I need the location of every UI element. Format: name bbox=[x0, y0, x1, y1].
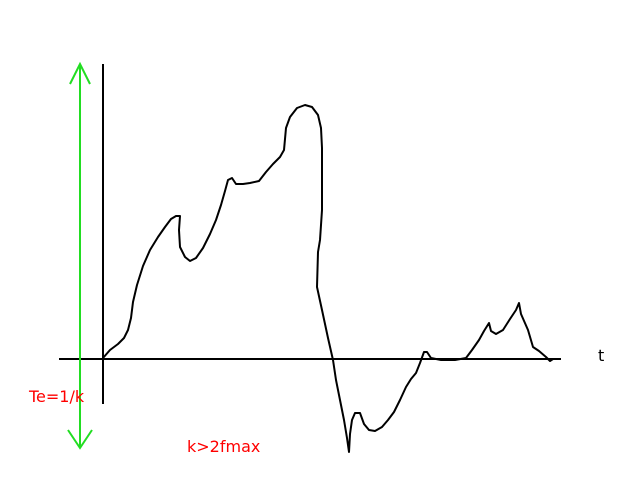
arrow-head-top bbox=[69, 61, 91, 85]
sampling-condition-label: k>2fmax bbox=[187, 437, 260, 456]
signal-curve bbox=[102, 104, 554, 453]
sampling-period-label: Te=1/k bbox=[28, 387, 85, 406]
arrow-head-bottom bbox=[67, 429, 93, 450]
time-axis-label: t bbox=[598, 346, 604, 365]
sampling-period-arrow bbox=[67, 61, 93, 450]
